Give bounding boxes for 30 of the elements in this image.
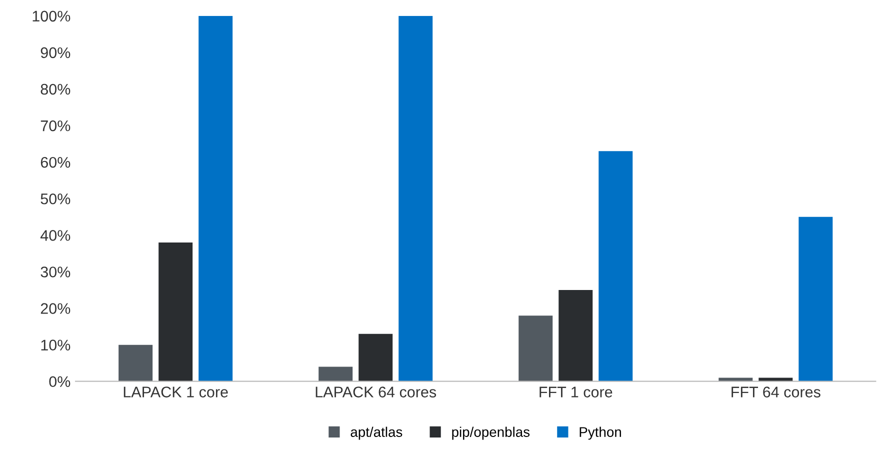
legend-label: apt/atlas <box>350 426 402 440</box>
bar <box>558 290 593 382</box>
y-tick-label: 30% <box>40 266 70 278</box>
x-tick-label: LAPACK 64 cores <box>316 386 436 398</box>
y-tick-label: 50% <box>40 193 70 204</box>
bar <box>358 334 393 382</box>
x-tick-label: FFT 1 core <box>540 386 612 398</box>
y-tick-label: 90% <box>40 47 70 58</box>
bar <box>118 344 153 382</box>
x-tick-label: LAPACK 1 core <box>124 386 228 398</box>
y-tick-label: 10% <box>41 340 70 350</box>
y-tick-label: 40% <box>40 230 70 241</box>
y-tick-label: 80% <box>40 84 70 95</box>
y-tick-label: 0% <box>49 376 70 388</box>
bar <box>518 316 553 382</box>
bar <box>598 151 633 382</box>
legend-label: pip/openblas <box>452 426 530 440</box>
x-tick-label: FFT 64 cores <box>732 386 820 398</box>
bar <box>198 16 233 382</box>
bar <box>718 378 753 382</box>
y-tick-label: 20% <box>40 303 70 314</box>
bar <box>798 216 833 382</box>
legend-label: Python <box>580 426 621 440</box>
y-tick-label: 70% <box>40 120 70 132</box>
bar <box>318 366 353 382</box>
bar <box>758 378 793 382</box>
bar <box>158 242 193 382</box>
y-tick-label: 100% <box>32 10 70 22</box>
bar <box>398 16 433 382</box>
y-tick-label: 60% <box>40 156 70 168</box>
